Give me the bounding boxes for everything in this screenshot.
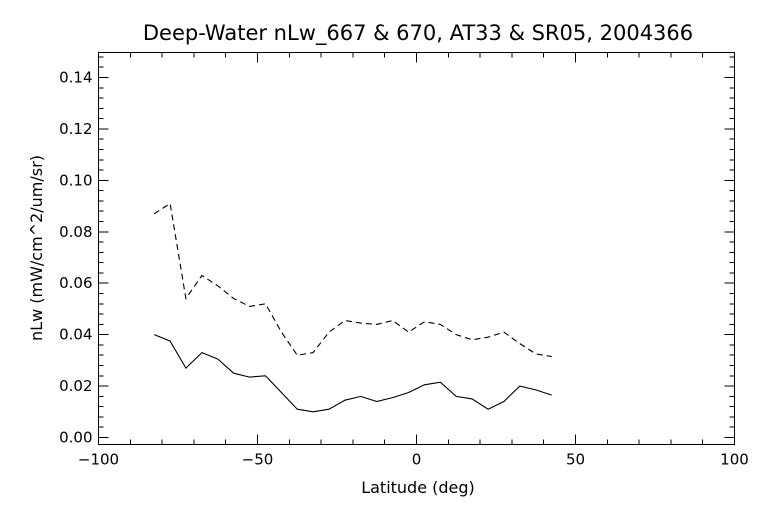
- y-tick-label: 0.08: [59, 223, 92, 241]
- chart-title: Deep-Water nLw_667 & 670, AT33 & SR05, 2…: [143, 21, 693, 46]
- x-tick-label: 100: [720, 451, 749, 469]
- axis-ticks: [98, 52, 735, 445]
- y-tick-label: 0.04: [59, 326, 92, 344]
- y-tick-label: 0.12: [59, 120, 92, 138]
- series-line-dashed: [153, 202, 552, 358]
- x-tick-label: −50: [242, 451, 274, 469]
- x-tick-label: 50: [566, 451, 585, 469]
- x-axis-label: Latitude (deg): [361, 478, 475, 497]
- y-tick-label: 0.10: [59, 171, 92, 189]
- x-tick-label: −100: [78, 451, 119, 469]
- x-tick-labels: −100 −50 0 50 100: [78, 451, 749, 469]
- series-line-solid: [153, 334, 552, 413]
- series-lines: [153, 202, 552, 413]
- y-axis-label: nLw (mW/cm^2/um/sr): [27, 155, 46, 341]
- y-tick-label: 0.00: [59, 429, 92, 447]
- y-tick-labels: 0.00 0.02 0.04 0.06 0.08 0.10 0.12 0.14: [59, 69, 92, 447]
- plot-frame: [98, 52, 735, 445]
- x-tick-label: 0: [412, 451, 422, 469]
- y-tick-label: 0.06: [59, 274, 92, 292]
- y-tick-label: 0.14: [59, 69, 92, 87]
- y-tick-label: 0.02: [59, 377, 92, 395]
